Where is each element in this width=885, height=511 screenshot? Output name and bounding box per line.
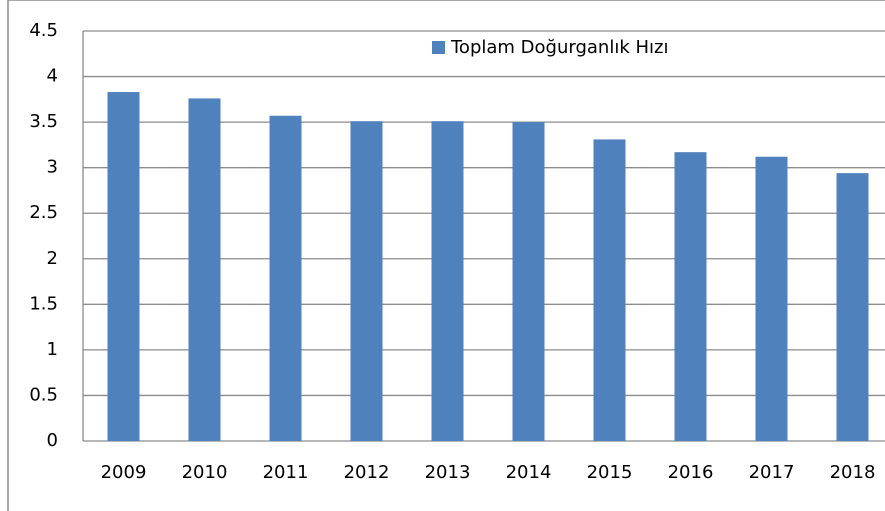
bar (107, 92, 140, 442)
y-tick-label: 2.5 (29, 202, 58, 223)
bar (512, 122, 545, 441)
bar (836, 173, 869, 441)
bar (593, 139, 626, 441)
x-tick-label: 2017 (749, 462, 795, 483)
bar (269, 115, 302, 441)
bar (431, 121, 464, 441)
legend-label: Toplam Doğurganlık Hızı (450, 37, 668, 58)
y-tick-label: 4.5 (29, 20, 58, 41)
x-tick-label: 2013 (425, 462, 471, 483)
x-tick-label: 2009 (101, 462, 147, 483)
y-tick-label: 4 (47, 66, 58, 87)
bar (350, 121, 383, 441)
x-tick-label: 2016 (668, 462, 714, 483)
bar (674, 152, 707, 441)
x-tick-label: 2015 (587, 462, 633, 483)
legend-swatch (432, 41, 445, 54)
y-tick-label: 1 (47, 339, 58, 360)
y-tick-label: 0 (47, 430, 58, 451)
y-tick-label: 0.5 (29, 384, 58, 405)
x-tick-label: 2011 (263, 462, 309, 483)
x-tick-label: 2012 (344, 462, 390, 483)
bar (755, 156, 788, 441)
y-tick-label: 2 (47, 248, 58, 269)
y-tick-label: 3.5 (29, 111, 58, 132)
x-tick-label: 2014 (506, 462, 552, 483)
y-tick-label: 3 (47, 157, 58, 178)
x-tick-label: 2018 (830, 462, 876, 483)
y-tick-label: 1.5 (29, 293, 58, 314)
bar (188, 98, 221, 441)
x-tick-label: 2010 (182, 462, 228, 483)
